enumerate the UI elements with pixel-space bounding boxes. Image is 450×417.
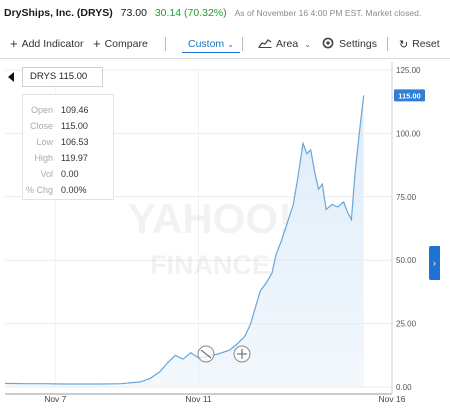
x-tick-label: Nov 7 [44, 394, 66, 404]
y-tick-label: 0.00 [396, 383, 412, 392]
plus-icon: + [10, 36, 18, 51]
y-tick-label: 75.00 [396, 193, 417, 202]
chart-toolbar: + Add Indicator + Compare Custom ⌄ Area ⌄ Se… [0, 30, 450, 59]
y-tick-label: 125.00 [396, 66, 421, 75]
scroll-right-button[interactable]: › [429, 246, 440, 280]
ohlc-label: Vol [40, 169, 53, 179]
event-markers [197, 345, 251, 363]
range-dropdown[interactable]: Custom ⌄ [182, 36, 240, 53]
last-price: 73.00 [120, 7, 147, 19]
chevron-right-icon: › [433, 258, 436, 268]
event-marker-minus[interactable] [197, 345, 215, 363]
watermark-yahoo: YAHOO! [128, 195, 292, 242]
ohlc-row: Vol 0.00 [23, 167, 113, 181]
ohlc-value: 106.53 [61, 137, 89, 147]
ohlc-value: 119.97 [61, 153, 88, 163]
ohlc-label: Open [30, 105, 53, 115]
add-indicator-button[interactable]: + Add Indicator [10, 36, 83, 52]
price-line [4, 95, 365, 385]
add-indicator-label: Add Indicator [21, 38, 84, 50]
price-change: 30.14 (70.32%) [154, 7, 227, 19]
reset-button[interactable]: ↻ Reset [399, 36, 440, 52]
compare-label: Compare [104, 38, 148, 50]
gear-icon [322, 37, 334, 49]
ohlc-value: 109.46 [61, 105, 89, 115]
series-layer [4, 95, 365, 388]
toolbar-divider [242, 37, 243, 51]
ticker-name: DryShips, Inc. (DRYS) [4, 7, 113, 19]
y-tick-label: 100.00 [396, 129, 421, 138]
ohlc-label: % Chg [25, 185, 53, 195]
ohlc-value: 115.00 [61, 121, 88, 131]
plus-icon: + [93, 36, 101, 51]
last-value-badge [394, 89, 425, 102]
axis-layer: 0.00 25.00 50.00 75.00 100.00 125.00 Nov 7 Nov … [5, 62, 425, 404]
market-status-note: As of November 16 4:00 PM EST. Market cl… [234, 8, 422, 18]
reset-label: Reset [412, 38, 440, 50]
ohlc-row: Open 109.46 [23, 103, 113, 117]
chevron-down-icon: ⌄ [227, 40, 234, 49]
settings-label: Settings [339, 38, 377, 50]
ohlc-row: % Chg 0.00% [23, 183, 113, 197]
ohlc-label: Low [36, 137, 53, 147]
ohlc-value: 0.00 [61, 169, 79, 179]
price-area-fill [5, 95, 364, 388]
x-tick-label: Nov 16 [379, 394, 406, 404]
tooltip-title: DRYS 115.00 [22, 67, 103, 87]
ohlc-label: Close [29, 121, 53, 131]
area-chart-icon [258, 39, 272, 48]
last-value-label: 115.00 [398, 91, 421, 100]
chart-type-dropdown[interactable]: Area ⌄ [258, 36, 311, 52]
y-tick-label: 25.00 [396, 320, 417, 329]
ohlc-row: Low 106.53 [23, 135, 113, 149]
chevron-down-icon: ⌄ [304, 40, 311, 49]
range-label: Custom [188, 38, 225, 50]
watermark-finance: FINANCE [150, 250, 270, 280]
toolbar-divider [165, 37, 166, 51]
price-chart[interactable]: YAHOO! FINANCE 0.00 25.00 50.00 75.00 100.00… [0, 58, 450, 417]
ohlc-value: 0.00% [61, 185, 87, 195]
quote-header: DryShips, Inc. (DRYS) 73.00 30.14 (70.32… [4, 7, 421, 23]
y-tick-label: 50.00 [396, 256, 417, 265]
collapse-arrow-icon[interactable] [8, 72, 14, 82]
ohlc-row: Close 115.00 [23, 119, 113, 133]
reset-icon: ↻ [399, 39, 409, 51]
compare-button[interactable]: + Compare [93, 36, 148, 52]
ohlc-label: High [34, 153, 53, 163]
toolbar-divider [387, 37, 388, 51]
event-marker-plus[interactable] [233, 345, 251, 363]
chart-type-label: Area [276, 38, 299, 50]
x-tick-label: Nov 11 [185, 394, 212, 404]
ohlc-row: High 119.97 [23, 151, 113, 165]
ohlc-values: Open 109.46 Close 115.00 Low 106.53 High 119.97… [22, 94, 114, 200]
settings-button[interactable]: Settings [322, 36, 377, 52]
